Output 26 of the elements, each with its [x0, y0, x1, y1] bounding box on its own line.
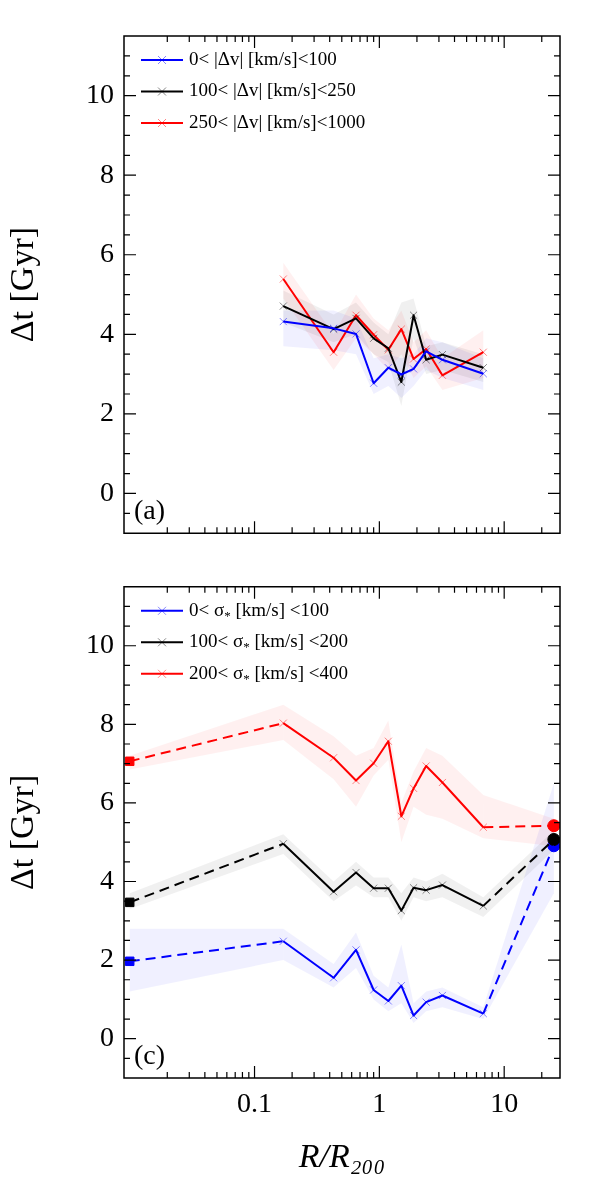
legend-label: 250< |Δv| [km/s]<1000	[189, 110, 366, 132]
x-tick-label: 0.1	[237, 1087, 273, 1119]
x-tick-label: 1	[372, 1087, 387, 1119]
legend-label: 100< σ* [km/s] <200	[189, 630, 349, 655]
y-axis-title: Δt [Gyr]	[3, 226, 41, 343]
y-tick-label: 2	[100, 942, 114, 974]
y-tick-label: 0	[100, 1021, 114, 1053]
legend-label: 100< |Δv| [km/s]<250	[189, 79, 356, 101]
legend-label: 0< σ* [km/s] <100	[189, 598, 330, 623]
x-tick-label: 10	[490, 1087, 519, 1119]
y-tick-label: 4	[100, 863, 114, 895]
y-tick-label: 8	[100, 157, 114, 189]
legend-label: 200< σ* [km/s] <400	[189, 661, 349, 686]
annotation: (c)	[134, 1039, 166, 1070]
y-tick-label: 0	[100, 475, 114, 507]
y-tick-label: 2	[100, 396, 114, 428]
y-tick-label: 10	[86, 628, 114, 660]
legend-label: 0< |Δv| [km/s]<100	[189, 47, 337, 69]
y-tick-label: 6	[100, 237, 114, 269]
y-axis-title: Δt [Gyr]	[3, 774, 41, 891]
y-tick-label: 4	[100, 316, 114, 348]
y-tick-label: 6	[100, 785, 114, 817]
y-tick-label: 8	[100, 706, 114, 738]
y-tick-label: 10	[86, 78, 114, 110]
annotation: (a)	[134, 494, 166, 526]
x-axis-title: R/R₂₀₀	[297, 1136, 386, 1174]
